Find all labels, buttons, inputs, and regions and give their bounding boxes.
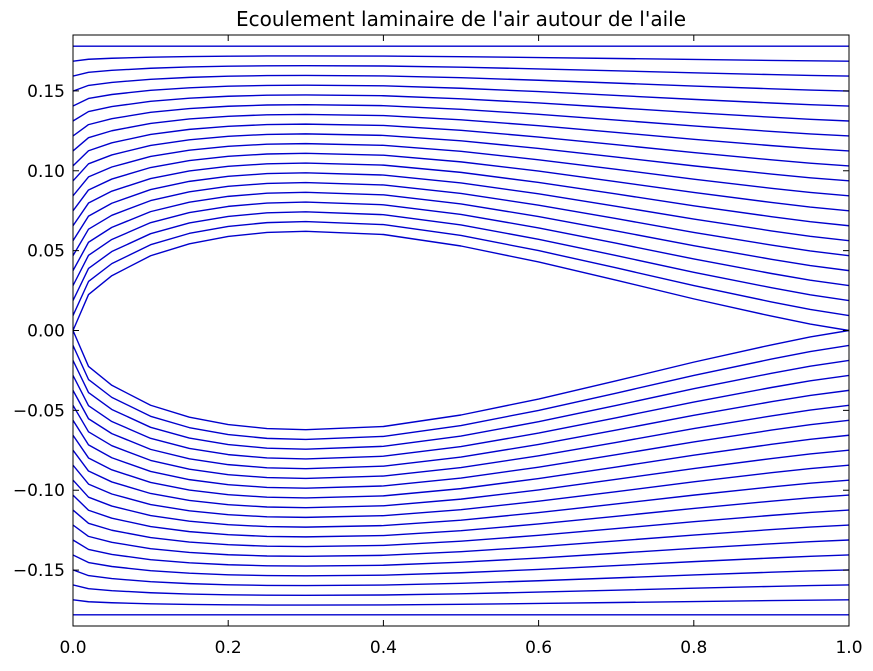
x-tick-label: 0.6 [525,638,552,658]
lower-streamline [73,404,849,480]
upper-streamline [73,94,849,122]
lower-streamline [73,554,849,577]
lower-streamline [73,599,849,606]
upper-streamline [73,191,849,272]
upper-streamline [73,201,849,287]
upper-streamline [73,133,849,182]
upper-streamline [73,84,849,107]
y-tick-label: −0.15 [13,561,65,581]
y-tick-label: −0.10 [13,481,65,501]
plot-area [73,45,849,616]
x-tick-label: 1.0 [835,638,862,658]
x-tick-label: 0.4 [370,638,397,658]
lower-streamline [73,374,849,460]
lower-streamline [73,479,849,528]
y-tick-label: 0.10 [27,162,65,182]
lower-streamline [73,569,849,587]
lower-streamline [73,434,849,499]
y-axis-tick-labels: 0.15 0.10 0.05 0.00 −0.05 −0.10 −0.15 [13,82,65,581]
x-tick-label: 0.0 [59,638,86,658]
lower-streamline [73,419,849,489]
x-tick-label: 0.2 [215,638,242,658]
y-tick-label: 0.05 [27,242,65,262]
upper-streamline [73,152,849,212]
y-tick-label: 0.15 [27,82,65,102]
upper-streamline [73,172,849,242]
lower-streamline [73,464,849,519]
lower-streamline [73,344,849,441]
upper-streamline [73,103,849,137]
lower-streamline [73,509,849,548]
lower-streamline [73,524,849,558]
lower-streamline [73,584,849,597]
upper-streamline [73,123,849,167]
upper-streamline [73,230,849,332]
x-axis-tick-labels: 0.0 0.2 0.4 0.6 0.8 1.0 [59,638,862,658]
upper-streamline [73,162,849,227]
lower-streamline [73,539,849,567]
upper-streamline [73,181,849,257]
lower-streamline [73,359,849,450]
upper-streamline [73,74,849,92]
axis-ticks [72,35,850,626]
upper-streamline [73,142,849,197]
plot-frame [72,34,850,627]
lower-streamline [73,449,849,509]
y-tick-label: 0.00 [27,322,65,342]
lower-streamline [73,389,849,470]
lower-streamline [73,329,849,431]
upper-streamline [73,55,849,62]
upper-streamline [73,220,849,317]
streamlines [73,45,849,616]
lower-streamline [73,494,849,538]
y-tick-label: −0.05 [13,401,65,421]
chart-title: Ecoulement laminaire de l'air autour de … [236,7,686,31]
upper-streamline [73,64,849,77]
upper-streamline [73,211,849,302]
x-tick-label: 0.8 [680,638,707,658]
upper-streamline [73,113,849,152]
